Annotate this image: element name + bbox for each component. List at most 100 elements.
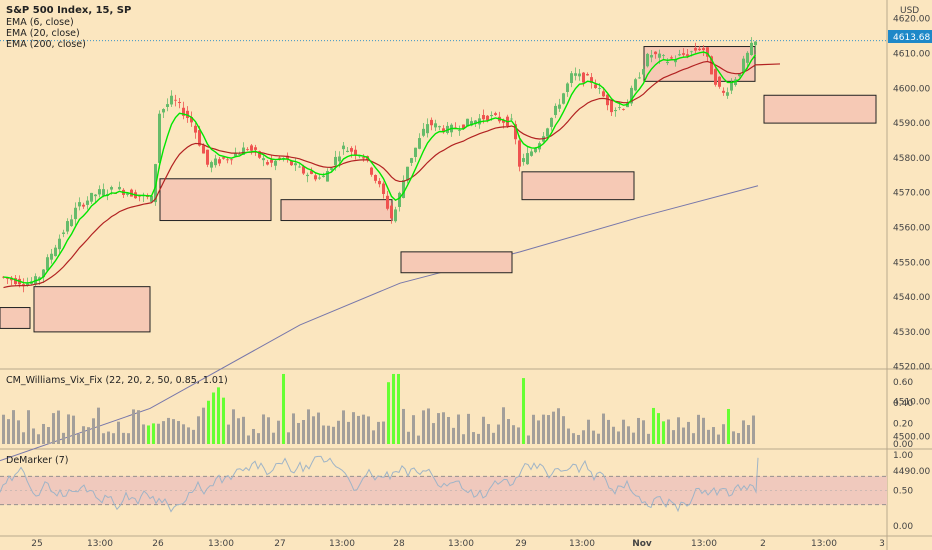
vix-bar (697, 414, 700, 444)
vix-bar (592, 430, 595, 444)
vix-bar (217, 387, 220, 444)
vix-bar (102, 433, 105, 444)
candle-body (742, 58, 745, 73)
candle-body (78, 202, 81, 207)
x-tick-label: 13:00 (691, 539, 717, 549)
candle-body (522, 158, 525, 162)
ema20-line (3, 60, 781, 289)
candle-body (50, 253, 53, 260)
x-tick-label: 13:00 (569, 539, 595, 549)
candle-body (438, 126, 441, 128)
vix-bar (182, 424, 185, 444)
candle-body (602, 91, 605, 97)
candle-body (598, 88, 601, 89)
candle-body (398, 192, 401, 207)
vix-bar (712, 427, 715, 444)
price-tick-label: 4620.00 (893, 15, 930, 25)
candle-body (466, 118, 469, 127)
candle-body (238, 154, 241, 155)
candle-body (510, 118, 513, 120)
vix-bar (727, 408, 730, 444)
candle-body (346, 150, 349, 152)
vix-bar (32, 428, 35, 444)
vix-bar (517, 427, 520, 444)
candle-body (258, 151, 261, 158)
vix-bar (242, 416, 245, 444)
vix-bar (12, 410, 15, 444)
vix-bar (317, 412, 320, 444)
candle-body (206, 149, 209, 165)
candle-body (618, 107, 621, 108)
vix-bar (422, 410, 425, 444)
price-panel[interactable] (0, 37, 887, 462)
x-tick-label: 13:00 (448, 539, 474, 549)
candle-body (634, 79, 637, 91)
vix-bar (522, 378, 525, 444)
vix-bar (377, 421, 380, 444)
candle-body (710, 56, 713, 75)
candle-body (574, 73, 577, 76)
candle-body (322, 175, 325, 177)
price-tick-label: 4560.00 (893, 224, 930, 234)
vix-bar (742, 420, 745, 444)
candle-body (378, 180, 381, 185)
vix-panel[interactable] (2, 373, 755, 444)
vix-bar (547, 415, 550, 444)
x-tick-label: 13:00 (329, 539, 355, 549)
candle-body (714, 69, 717, 85)
candle-body (678, 54, 681, 56)
vix-bar (87, 427, 90, 444)
demarker-tick-label: 0.00 (893, 522, 913, 532)
vix-bar (187, 427, 190, 444)
vix-bar (482, 416, 485, 444)
vix-bar (177, 421, 180, 444)
axes: 25 13:00 26 13:00 27 13:00 28 13:00 29 13:00 Nov 13… (31, 15, 930, 549)
candle-body (534, 148, 537, 153)
vix-bar (352, 412, 355, 444)
candle-body (566, 83, 569, 92)
candle-body (682, 53, 685, 55)
ema6-line (3, 51, 757, 284)
candle-body (110, 187, 113, 190)
candle-body (46, 257, 49, 271)
candle-body (658, 53, 661, 58)
price-tick-label: 4590.00 (893, 119, 930, 129)
demarker-panel[interactable] (0, 455, 887, 513)
price-tick-label: 4510.00 (893, 398, 930, 408)
candle-body (470, 121, 473, 126)
vix-bar (267, 417, 270, 444)
vix-bar (367, 416, 370, 444)
candle-body (254, 147, 257, 150)
candle-body (266, 162, 269, 165)
candle-body (414, 147, 417, 158)
candle-body (654, 51, 657, 55)
vix-bar (327, 425, 330, 444)
vix-bar (97, 407, 100, 444)
vix-bar (357, 415, 360, 444)
vix-bar (362, 414, 365, 444)
candle-body (718, 76, 721, 87)
x-tick-label: 3 (879, 539, 885, 549)
vix-bar (252, 428, 255, 444)
candle-body (610, 100, 613, 113)
vix-bar (577, 434, 580, 444)
vix-bar (642, 420, 645, 444)
candle-body (62, 232, 65, 234)
candle-body (14, 278, 17, 285)
x-tick-label: 25 (31, 539, 42, 549)
vix-bar (282, 373, 285, 444)
candle-body (650, 55, 653, 58)
demarker-line (0, 455, 759, 513)
candle-body (190, 116, 193, 123)
candle-body (502, 120, 505, 123)
candle-body (490, 115, 493, 117)
vix-bar (692, 433, 695, 444)
vix-bar (512, 425, 515, 444)
vix-bar (92, 418, 95, 444)
x-tick-label: 28 (393, 539, 405, 549)
vix-bar (622, 419, 625, 444)
candle-body (518, 140, 521, 167)
vix-bar (672, 430, 675, 444)
vix-bar (37, 434, 40, 444)
vix-bar (682, 427, 685, 444)
